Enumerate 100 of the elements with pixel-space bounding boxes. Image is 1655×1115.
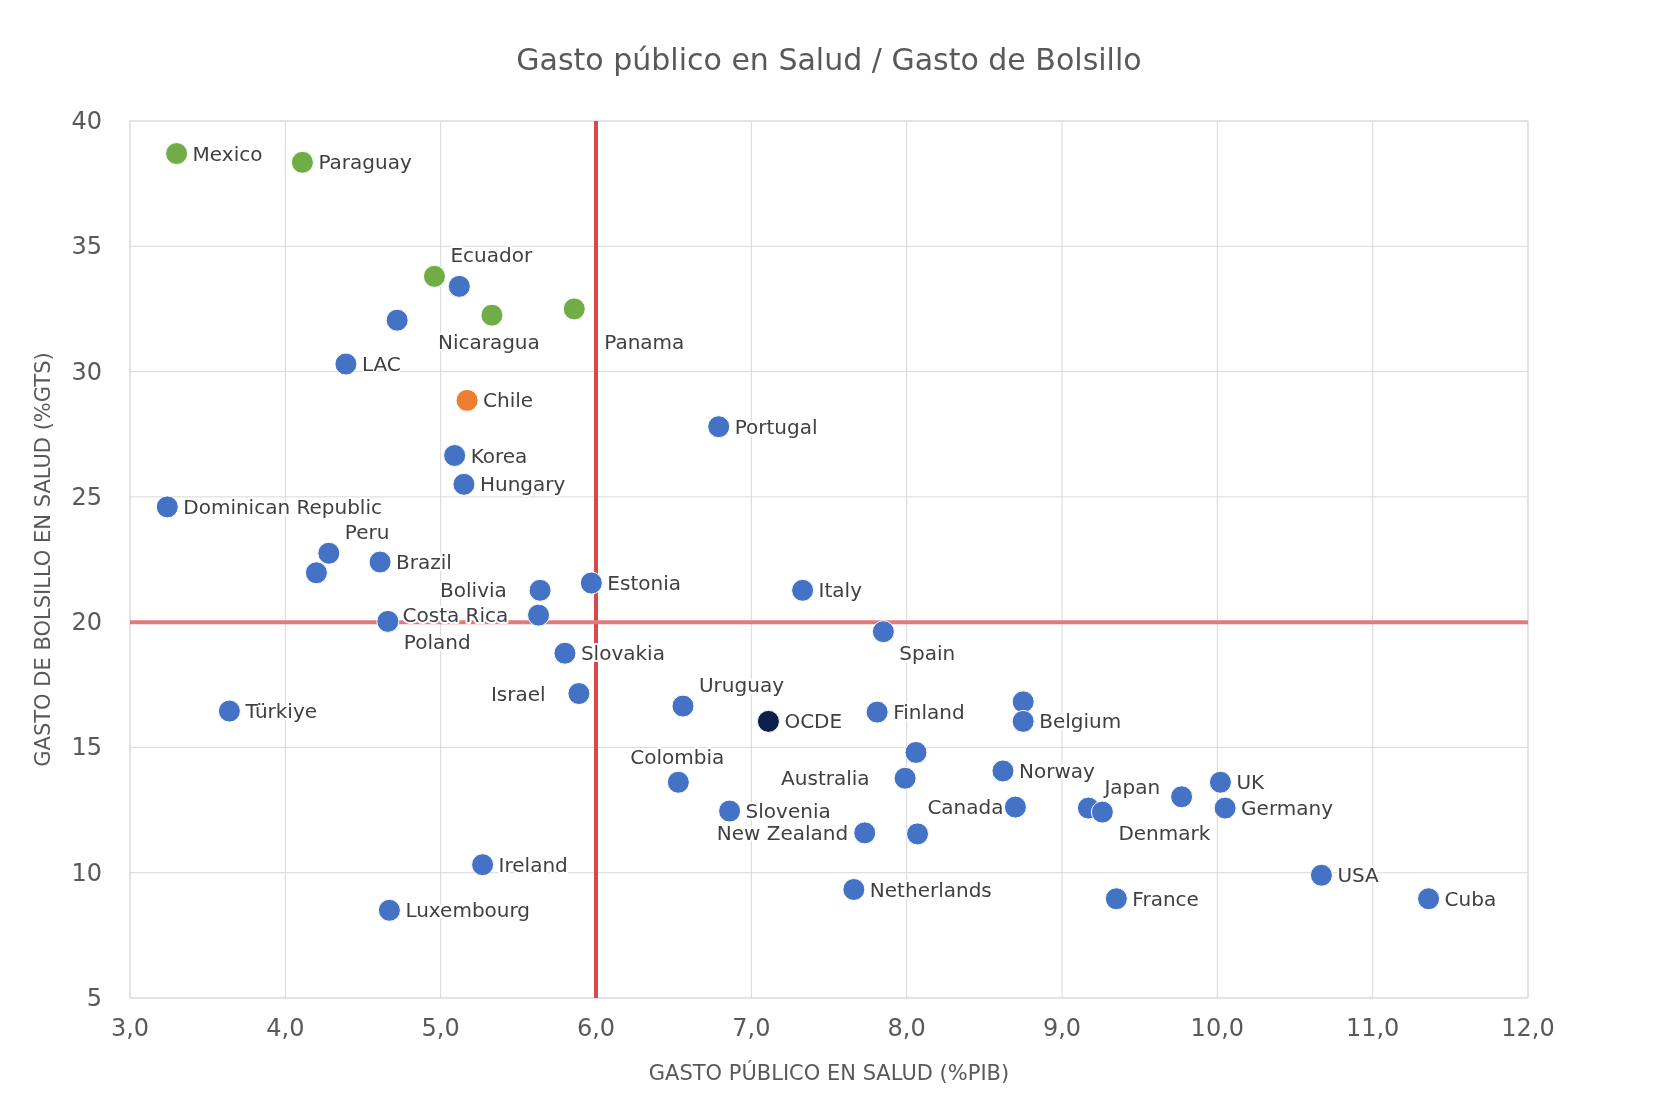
- annotation: Netherlands: [869, 877, 992, 902]
- annotation: Ecuador: [450, 243, 533, 268]
- annotation: UK: [1236, 770, 1266, 795]
- annotation: Colombia: [630, 745, 725, 770]
- point: [718, 799, 742, 823]
- point: [480, 303, 504, 327]
- point: [385, 308, 409, 332]
- y-tick-label: 5: [86, 984, 102, 1012]
- y-tick-label: 20: [71, 608, 102, 637]
- annotation: Australia: [781, 766, 870, 791]
- annotation: Peru: [344, 520, 390, 545]
- point: [527, 603, 551, 627]
- point: [567, 682, 591, 706]
- point: [707, 415, 731, 439]
- point: [893, 766, 917, 790]
- x-tick-label: 11,0: [1345, 1014, 1400, 1042]
- point: [865, 700, 889, 724]
- y-tick-label: 30: [71, 357, 102, 386]
- y-tick-label: 25: [71, 482, 102, 511]
- x-tick-label: 7,0: [732, 1014, 771, 1042]
- annotation: Portugal: [734, 414, 818, 439]
- annotation: Luxembourg: [405, 898, 531, 923]
- y-tick-label: 40: [71, 107, 102, 135]
- annotation: Nicaragua: [437, 330, 540, 355]
- y-tick-label: 15: [71, 733, 102, 762]
- point: [1011, 690, 1035, 714]
- annotation: Japan: [1102, 775, 1161, 800]
- y-axis-title: GASTO DE BOLSILLO EN SALUD (%GTS): [31, 352, 55, 767]
- point: [906, 822, 930, 846]
- annotation: France: [1132, 886, 1199, 911]
- annotation: OCDE: [784, 709, 843, 734]
- point: [1213, 796, 1237, 820]
- point: [842, 878, 866, 901]
- annotation: Costa Rica: [402, 603, 509, 628]
- x-tick-label: 8,0: [887, 1014, 926, 1042]
- x-tick-label: 5,0: [421, 1014, 460, 1042]
- annotation: Chile: [483, 388, 534, 413]
- x-tick-label: 12,0: [1501, 1014, 1555, 1042]
- annotation: Cuba: [1444, 886, 1497, 911]
- annotation: Estonia: [607, 571, 681, 596]
- point: [471, 853, 495, 877]
- annotation: Dominican Republic: [183, 494, 382, 519]
- annotation: Mexico: [192, 141, 263, 166]
- point: [165, 142, 189, 166]
- point: [1309, 863, 1333, 887]
- point: [1208, 770, 1232, 794]
- annotation: Poland: [403, 630, 471, 655]
- point: [422, 264, 446, 288]
- annotation: Italy: [818, 578, 863, 603]
- point: [528, 578, 552, 602]
- y-tick-label: 10: [71, 858, 102, 887]
- point: [579, 571, 603, 595]
- point: [553, 641, 577, 665]
- annotation: Germany: [1241, 796, 1334, 821]
- point: [1003, 795, 1027, 819]
- annotation: Canada: [927, 795, 1004, 820]
- x-tick-label: 4,0: [266, 1014, 305, 1042]
- annotation: Belgium: [1039, 709, 1122, 734]
- point: [756, 709, 780, 733]
- point: [791, 578, 815, 602]
- x-axis-title: GASTO PÚBLICO EN SALUD (%PIB): [648, 1060, 1010, 1085]
- point: [1090, 800, 1114, 824]
- annotation: Hungary: [479, 472, 566, 497]
- point: [304, 561, 328, 585]
- point: [155, 495, 179, 519]
- annotation: Israel: [490, 681, 546, 706]
- annotation: USA: [1337, 863, 1380, 888]
- point: [368, 550, 392, 574]
- point: [377, 898, 401, 922]
- annotation: Spain: [899, 640, 956, 665]
- point: [562, 297, 586, 321]
- x-tick-label: 3,0: [110, 1014, 150, 1042]
- point: [452, 472, 476, 496]
- x-tick-label: 9,0: [1042, 1014, 1082, 1042]
- point: [1417, 887, 1441, 911]
- point: [666, 770, 690, 794]
- chart-title: Gasto público en Salud / Gasto de Bolsillo: [516, 42, 1142, 77]
- point: [443, 444, 467, 468]
- point: [334, 352, 358, 376]
- y-tick-label: 35: [71, 232, 102, 261]
- annotation: Denmark: [1118, 821, 1211, 846]
- annotation: Brazil: [396, 550, 452, 575]
- point: [871, 620, 895, 644]
- annotation: Bolivia: [440, 578, 507, 603]
- annotation: Paraguay: [318, 150, 412, 175]
- point: [1104, 887, 1128, 911]
- point: [217, 699, 241, 723]
- annotation: LAC: [361, 352, 401, 377]
- annotation: Uruguay: [698, 673, 785, 698]
- point: [317, 541, 341, 565]
- annotation: Panama: [604, 329, 685, 354]
- point: [1011, 709, 1035, 733]
- x-tick-label: 10,0: [1190, 1014, 1245, 1042]
- point: [455, 388, 479, 412]
- annotation: Ireland: [498, 852, 568, 877]
- point: [853, 821, 877, 845]
- point: [376, 609, 400, 633]
- annotation: Norway: [1018, 758, 1096, 783]
- annotation: Korea: [470, 443, 528, 468]
- point: [447, 274, 471, 298]
